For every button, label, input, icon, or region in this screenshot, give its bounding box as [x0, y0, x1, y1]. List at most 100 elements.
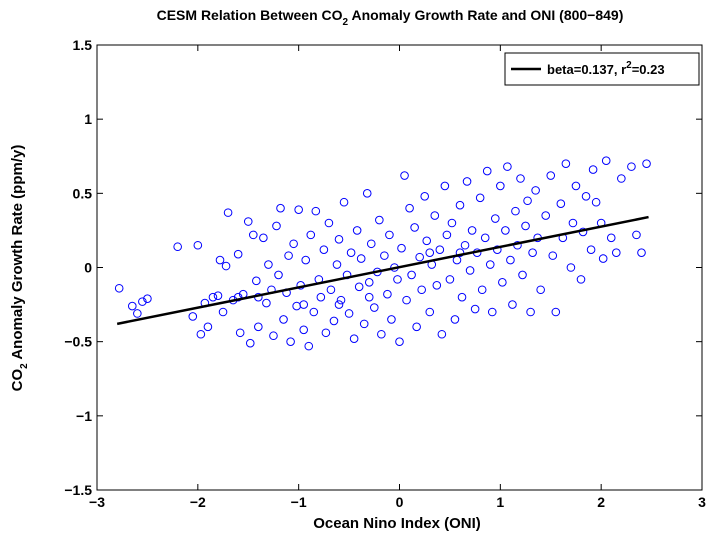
- data-point: [362, 189, 372, 198]
- data-point: [133, 309, 142, 318]
- data-point: [501, 226, 510, 235]
- data-point: [460, 240, 470, 250]
- data-point: [588, 165, 598, 174]
- data-point: [591, 197, 601, 207]
- data-point: [531, 186, 540, 195]
- data-point: [528, 248, 537, 257]
- data-point: [487, 307, 497, 317]
- data-point: [377, 329, 386, 339]
- data-point: [425, 248, 435, 257]
- data-point: [127, 301, 137, 311]
- data-point: [332, 260, 342, 269]
- data-point: [319, 245, 329, 254]
- x-tick-label: −2: [190, 494, 206, 510]
- data-point: [412, 322, 421, 332]
- data-point: [380, 251, 389, 260]
- data-point: [440, 181, 450, 191]
- data-point: [395, 337, 404, 346]
- legend-label: beta=0.137, r2=0.23: [547, 60, 665, 77]
- data-point: [422, 236, 432, 246]
- data-point: [299, 300, 309, 309]
- data-point: [402, 295, 411, 305]
- data-point: [208, 292, 218, 302]
- y-tick-label: 0: [84, 260, 92, 276]
- data-point: [477, 285, 487, 295]
- data-point: [393, 275, 402, 284]
- data-point: [299, 325, 309, 335]
- data-point: [417, 285, 426, 295]
- data-point: [523, 196, 532, 206]
- title-part: CESM Relation Between CO: [157, 7, 343, 23]
- data-point: [356, 254, 366, 263]
- x-tick-label: −1: [291, 494, 307, 510]
- data-point: [617, 174, 626, 183]
- y-tick-label: 0.5: [73, 185, 93, 201]
- data-point: [632, 230, 641, 240]
- data-point: [221, 261, 231, 271]
- data-point: [548, 251, 558, 260]
- data-point: [262, 298, 271, 308]
- y-label-sub: 2: [19, 363, 30, 369]
- data-point: [581, 192, 591, 201]
- data-point: [546, 171, 556, 180]
- data-point: [279, 315, 288, 324]
- data-point: [309, 307, 319, 317]
- data-point: [276, 203, 285, 213]
- data-point: [196, 329, 206, 339]
- y-tick-label: −1: [76, 408, 92, 424]
- data-point: [138, 297, 147, 306]
- data-point: [541, 211, 551, 220]
- data-point: [233, 249, 243, 259]
- data-point: [400, 171, 409, 180]
- data-point: [475, 193, 485, 203]
- data-point: [324, 218, 334, 228]
- data-point: [243, 217, 253, 226]
- data-point: [143, 294, 152, 303]
- data-point: [286, 337, 295, 346]
- data-point: [397, 243, 406, 253]
- data-point: [245, 338, 255, 348]
- x-tick-label: 2: [597, 494, 605, 510]
- data-point: [294, 205, 303, 214]
- data-point: [223, 208, 233, 217]
- data-point: [354, 282, 364, 292]
- data-point: [576, 275, 586, 284]
- data-point: [173, 242, 182, 252]
- data-point: [218, 307, 228, 317]
- data-point: [601, 156, 611, 165]
- data-point: [450, 315, 460, 324]
- data-point: [385, 230, 394, 240]
- data-point: [215, 255, 225, 265]
- data-point: [485, 260, 495, 269]
- data-point: [526, 307, 535, 317]
- data-point: [503, 162, 512, 171]
- y-tick-label: −1.5: [64, 482, 92, 498]
- data-point: [316, 292, 326, 302]
- data-point: [447, 218, 457, 228]
- data-point: [188, 312, 198, 321]
- data-point: [274, 270, 283, 280]
- data-point: [269, 331, 278, 341]
- data-point: [455, 200, 465, 210]
- data-point: [556, 199, 566, 209]
- data-point: [334, 235, 344, 244]
- data-point: [445, 275, 455, 284]
- data-point: [536, 285, 545, 295]
- data-point: [425, 307, 435, 317]
- data-point: [467, 226, 477, 235]
- y-tick-label: 1: [84, 111, 92, 127]
- data-point: [598, 254, 608, 263]
- data-point: [571, 181, 581, 191]
- data-point: [311, 206, 321, 216]
- data-point: [496, 181, 505, 191]
- legend-label-part: beta=0.137, r: [547, 62, 626, 77]
- y-label-part: Anomaly Growth Rate (ppm/y): [9, 145, 26, 364]
- data-point: [336, 295, 346, 305]
- data-point: [511, 206, 520, 216]
- data-point: [259, 233, 268, 243]
- data-point: [508, 300, 517, 309]
- data-point: [193, 240, 203, 250]
- data-point: [203, 322, 213, 332]
- data-point: [521, 221, 530, 231]
